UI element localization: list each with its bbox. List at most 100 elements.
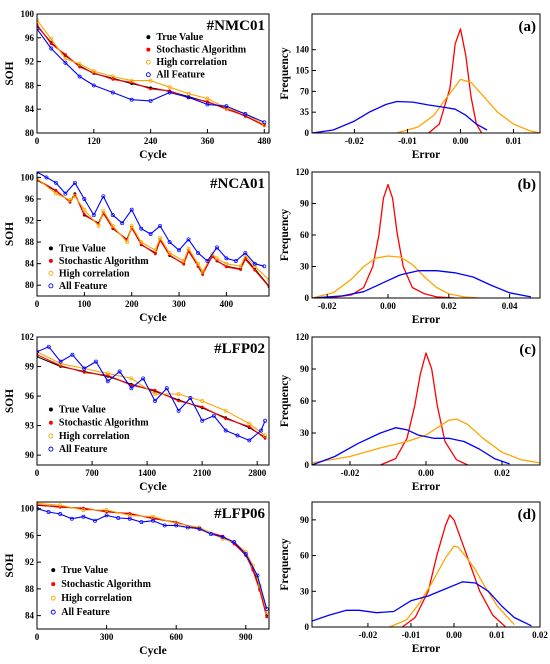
y-axis-label: Frequency [279, 538, 291, 590]
data-point [58, 359, 63, 364]
data-point [53, 180, 58, 185]
data-point [120, 221, 125, 226]
y-tick-label: 100 [21, 9, 35, 19]
data-point [125, 240, 129, 245]
series-group [312, 28, 540, 133]
data-point [164, 386, 169, 391]
x-tick-label: 2800 [248, 468, 267, 478]
data-point [186, 246, 191, 251]
series-line-high-correlation [396, 78, 540, 133]
data-point [243, 552, 248, 557]
data-point [252, 264, 257, 269]
y-axis-label: SOH [4, 389, 16, 413]
data-point [214, 256, 219, 261]
data-point [153, 248, 158, 253]
data-point [96, 223, 101, 228]
data-point [162, 523, 167, 528]
data-point [63, 56, 68, 61]
data-point [200, 405, 204, 409]
y-tick-label: 70 [300, 86, 310, 96]
y-axis-label: SOH [4, 222, 16, 246]
legend-marker [50, 595, 56, 601]
x-axis-label: Cycle [139, 645, 166, 657]
data-point [129, 207, 134, 212]
data-point [81, 514, 86, 519]
data-point [224, 256, 229, 261]
data-point [209, 532, 213, 537]
x-tick-label: 0.00 [446, 630, 462, 640]
y-tick-label: 60 [300, 551, 310, 561]
chart-nmc-err: -0.02 -0.01 0.00 0.01 0 35 70 105 140 Error Freque… [279, 13, 541, 161]
y-tick-label: 96 [25, 530, 35, 540]
y-tick-label: 92 [25, 557, 35, 567]
data-point [151, 514, 155, 519]
y-tick-label: 80 [25, 280, 35, 290]
y-tick-label: 30 [300, 262, 310, 272]
x-tick-label: 0.01 [506, 136, 522, 146]
plot-frame [36, 336, 270, 466]
data-point [243, 253, 248, 258]
data-point [233, 259, 238, 263]
data-point [196, 261, 200, 266]
data-point [91, 213, 96, 218]
x-tick-label: 100 [78, 299, 92, 309]
data-point [264, 606, 269, 611]
plot-frame [36, 13, 270, 134]
series-line-all-feature [37, 346, 266, 441]
series-line-all-feature [312, 270, 532, 298]
y-tick-label: 90 [300, 199, 310, 209]
data-point [247, 421, 252, 426]
data-point [63, 191, 68, 196]
x-tick-label: 400 [220, 299, 234, 309]
data-point [252, 261, 257, 266]
data-point [153, 392, 157, 397]
data-point [53, 191, 58, 196]
legend-marker [48, 258, 53, 263]
series-line-high-correlation [389, 545, 515, 627]
data-point [186, 237, 191, 242]
y-tick-label: 92 [25, 216, 35, 226]
legend-label: High correlation [61, 593, 132, 604]
data-point [70, 352, 75, 357]
y-tick-label: 0 [305, 293, 310, 303]
y-tick-label: 80 [25, 128, 35, 138]
series-group [37, 502, 269, 619]
data-point [153, 399, 157, 403]
chart-lfp06-err: -0.02 -0.01 0.00 0.01 0.02 0 30 60 90 Error Freque… [279, 501, 548, 655]
series-line-all-feature [312, 581, 532, 627]
panel-label: (a) [519, 19, 537, 35]
data-point [167, 250, 172, 255]
data-point [72, 194, 77, 199]
series-line-stochastic-algorithm [380, 352, 469, 465]
data-point [148, 98, 153, 103]
data-point [200, 418, 205, 423]
legend-label: All Feature [61, 607, 110, 618]
data-point [210, 251, 215, 256]
data-point [247, 425, 251, 428]
data-point [220, 534, 225, 539]
data-point [129, 386, 134, 391]
data-point [238, 264, 243, 269]
x-tick-label: 360 [201, 136, 215, 146]
y-tick-label: 100 [21, 172, 35, 182]
data-point [177, 248, 181, 253]
x-axis-label: Error [412, 481, 441, 493]
x-tick-label: 0.00 [453, 136, 469, 146]
data-point [262, 264, 267, 269]
data-point [223, 428, 228, 433]
data-point [49, 42, 53, 46]
y-tick-label: 120 [296, 167, 310, 177]
data-point [69, 516, 74, 521]
data-point [154, 252, 157, 256]
data-point [139, 226, 144, 231]
data-point [110, 90, 115, 95]
y-tick-label: 30 [300, 586, 310, 596]
legend-marker [145, 59, 151, 65]
data-point [82, 212, 86, 216]
x-tick-label: 480 [258, 136, 272, 146]
y-tick-label: 100 [21, 504, 35, 514]
y-tick-label: 99 [25, 362, 35, 372]
